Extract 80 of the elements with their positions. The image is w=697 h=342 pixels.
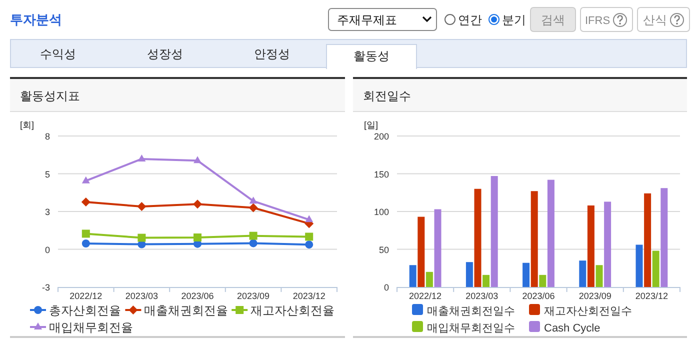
point xyxy=(138,234,146,242)
bar xyxy=(490,176,498,287)
y-tick-label: 200 xyxy=(374,132,389,142)
legend-label: 총자산회전율 xyxy=(49,304,121,318)
y-tick-label: 3 xyxy=(44,207,50,217)
x-tick-label: 2023/09 xyxy=(578,291,612,301)
point xyxy=(248,203,258,212)
legend-label: 매출채권회전율 xyxy=(144,304,228,318)
y-tick-label: 150 xyxy=(374,169,389,180)
text: 활동성 xyxy=(354,49,390,63)
text: 투자분석 xyxy=(10,12,62,27)
bar xyxy=(482,274,490,287)
x-tick-label: 2023/09 xyxy=(237,291,270,301)
x-tick-label: 2023/03 xyxy=(125,291,158,301)
legend-label: 매입채무회전율 xyxy=(49,320,133,334)
bar xyxy=(644,193,652,287)
point xyxy=(82,230,90,238)
y-tick-label: 0 xyxy=(384,282,389,292)
bar xyxy=(579,260,586,287)
y-tick-label: 8 xyxy=(44,132,50,142)
bar xyxy=(426,272,433,287)
legend-label: 재고자산회전율 xyxy=(250,304,335,318)
point xyxy=(305,232,314,241)
point xyxy=(137,202,146,212)
text: 산식 xyxy=(643,13,667,27)
x-tick-label: 2023/12 xyxy=(635,291,668,301)
text: 연간 xyxy=(458,13,482,27)
point xyxy=(81,197,90,206)
text: 분기 xyxy=(502,13,526,27)
bar xyxy=(604,202,612,287)
bar xyxy=(409,265,416,287)
bar xyxy=(652,250,660,287)
x-tick-label: 2023/03 xyxy=(466,291,498,301)
text: 성장성 xyxy=(147,47,183,61)
legend-label: 매입채무회전일수 xyxy=(427,322,515,334)
point xyxy=(194,233,202,242)
bar xyxy=(522,262,530,287)
y-tick-label: 50 xyxy=(378,244,389,255)
bar xyxy=(547,180,554,287)
y-axis-title: [회] xyxy=(20,120,34,130)
bar xyxy=(530,191,538,287)
bar xyxy=(418,216,425,287)
legend-label: 매출채권회전일수 xyxy=(427,306,515,318)
x-tick-label: 2022/12 xyxy=(70,291,102,301)
bar xyxy=(660,188,668,287)
bar xyxy=(636,244,643,287)
legend-label: Cash Cycle xyxy=(544,322,600,334)
bar xyxy=(587,205,594,287)
y-tick-label: 5 xyxy=(44,169,50,180)
bar xyxy=(596,265,603,287)
x-tick-label: 2023/06 xyxy=(522,291,555,301)
y-axis-title: [일] xyxy=(364,120,378,130)
x-tick-label: 2023/12 xyxy=(292,291,326,301)
y-tick-label: 0 xyxy=(44,244,50,255)
point xyxy=(249,196,258,204)
point xyxy=(305,240,314,249)
bar xyxy=(466,262,473,287)
bar xyxy=(539,274,546,287)
legend-label: 재고자산회전일수 xyxy=(544,306,632,318)
point xyxy=(249,232,258,240)
point xyxy=(305,215,314,222)
point xyxy=(193,200,202,209)
x-tick-label: 2022/12 xyxy=(409,291,442,301)
bar xyxy=(474,188,482,287)
point xyxy=(82,176,90,184)
point xyxy=(138,154,146,162)
text: 주재무제표 xyxy=(337,13,397,27)
y-tick-label: 100 xyxy=(374,207,389,217)
point xyxy=(194,156,202,164)
bar xyxy=(434,209,442,287)
x-tick-label: 2023/06 xyxy=(181,291,214,301)
text: 안정성 xyxy=(254,47,290,61)
point xyxy=(82,240,90,248)
text: IFRS xyxy=(585,15,610,27)
text: 검색 xyxy=(541,13,565,27)
point xyxy=(249,239,258,248)
chart-title: 활동성지표 xyxy=(20,89,80,103)
y-tick-label: -3 xyxy=(42,282,50,292)
text: 수익성 xyxy=(40,47,76,61)
chart-title: 회전일수 xyxy=(363,89,411,103)
